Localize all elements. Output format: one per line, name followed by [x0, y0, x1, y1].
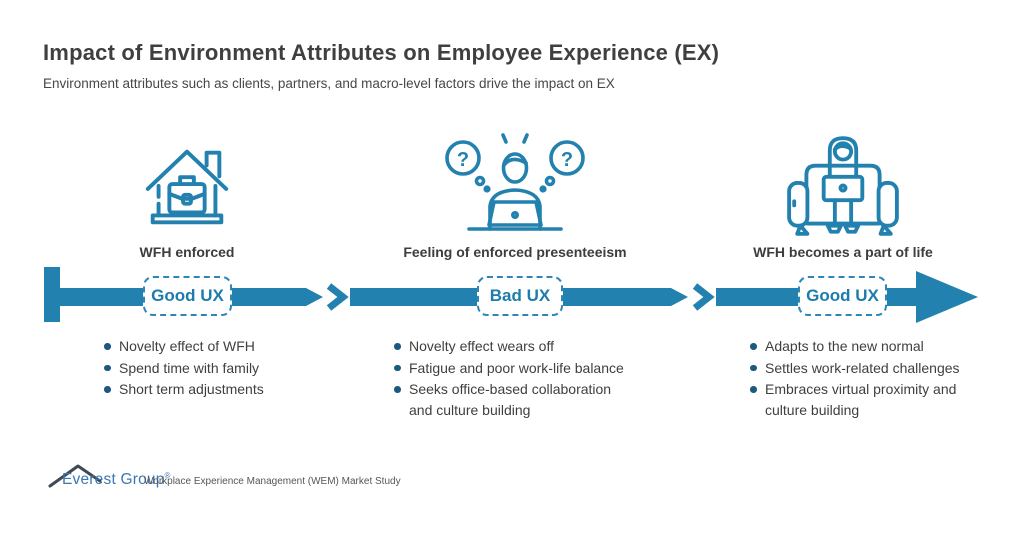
- svg-text:?: ?: [561, 149, 573, 171]
- stage-enforced-presenteeism: ? ? Feeling of enforced presenteeism: [365, 130, 665, 260]
- ux-badge-bad: Bad UX: [477, 276, 563, 316]
- page-title: Impact of Environment Attributes on Empl…: [43, 40, 720, 65]
- enforced-presenteeism-icon: ? ?: [365, 130, 665, 238]
- list-item: Adapts to the new normal: [748, 336, 988, 357]
- list-item: Embraces virtual proximity and culture b…: [748, 379, 988, 420]
- list-item: Novelty effect wears off: [392, 336, 629, 357]
- footer: Everest Group® Workplace Experience Mana…: [48, 461, 748, 497]
- stage-3-bullet-list: Adapts to the new normal Settles work-re…: [748, 336, 988, 421]
- everest-mountain-icon: [48, 464, 102, 488]
- house-briefcase-icon: [37, 130, 337, 238]
- footer-caption: Workplace Experience Management (WEM) Ma…: [144, 476, 401, 487]
- list-item: Settles work-related challenges: [748, 358, 988, 379]
- wfh-couch-icon: [693, 130, 993, 238]
- stage-2-bullet-list: Novelty effect wears off Fatigue and poo…: [392, 336, 629, 421]
- stage-wfh-enforced: WFH enforced: [37, 130, 337, 260]
- chevron-separator-icon: [692, 283, 715, 311]
- list-item: Seeks office-based collaboration and cul…: [392, 379, 629, 420]
- stage-label: WFH becomes a part of life: [753, 244, 933, 260]
- ux-badge-good-1: Good UX: [143, 276, 232, 316]
- list-item: Novelty effect of WFH: [102, 336, 332, 357]
- stage-1-bullet-list: Novelty effect of WFH Spend time with fa…: [102, 336, 332, 401]
- everest-group-logo: Everest Group®: [62, 471, 171, 489]
- svg-text:?: ?: [457, 149, 469, 171]
- list-item: Spend time with family: [102, 358, 332, 379]
- stage-label: WFH enforced: [139, 244, 235, 260]
- list-item: Fatigue and poor work-life balance: [392, 358, 629, 379]
- stage-wfh-part-of-life: WFH becomes a part of life: [693, 130, 993, 260]
- stage-label: Feeling of enforced presenteeism: [403, 244, 627, 260]
- registered-mark: ®: [164, 471, 171, 480]
- chevron-separator-icon: [326, 283, 349, 311]
- ux-badge-good-2: Good UX: [798, 276, 887, 316]
- page-subtitle: Environment attributes such as clients, …: [43, 76, 615, 91]
- timeline-arrowhead: [916, 271, 978, 323]
- list-item: Short term adjustments: [102, 379, 332, 400]
